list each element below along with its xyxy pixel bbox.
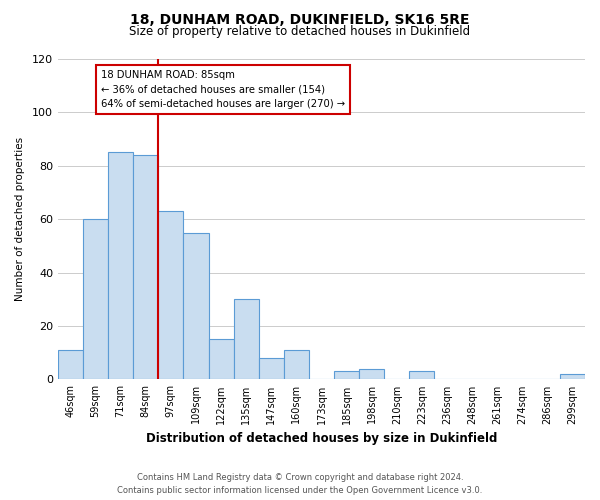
Bar xyxy=(409,372,434,380)
X-axis label: Distribution of detached houses by size in Dukinfield: Distribution of detached houses by size … xyxy=(146,432,497,445)
Bar xyxy=(560,374,585,380)
Text: 18, DUNHAM ROAD, DUKINFIELD, SK16 5RE: 18, DUNHAM ROAD, DUKINFIELD, SK16 5RE xyxy=(130,12,470,26)
Text: Contains HM Land Registry data © Crown copyright and database right 2024.
Contai: Contains HM Land Registry data © Crown c… xyxy=(118,474,482,495)
Text: 18 DUNHAM ROAD: 85sqm
← 36% of detached houses are smaller (154)
64% of semi-det: 18 DUNHAM ROAD: 85sqm ← 36% of detached … xyxy=(101,70,345,110)
Bar xyxy=(334,372,359,380)
Bar xyxy=(233,300,259,380)
Y-axis label: Number of detached properties: Number of detached properties xyxy=(15,137,25,302)
Bar xyxy=(158,211,184,380)
Bar xyxy=(284,350,309,380)
Bar xyxy=(359,368,384,380)
Bar xyxy=(259,358,284,380)
Text: Size of property relative to detached houses in Dukinfield: Size of property relative to detached ho… xyxy=(130,25,470,38)
Bar xyxy=(184,232,209,380)
Bar xyxy=(58,350,83,380)
Bar xyxy=(133,155,158,380)
Bar xyxy=(83,219,108,380)
Bar xyxy=(108,152,133,380)
Bar xyxy=(209,340,233,380)
